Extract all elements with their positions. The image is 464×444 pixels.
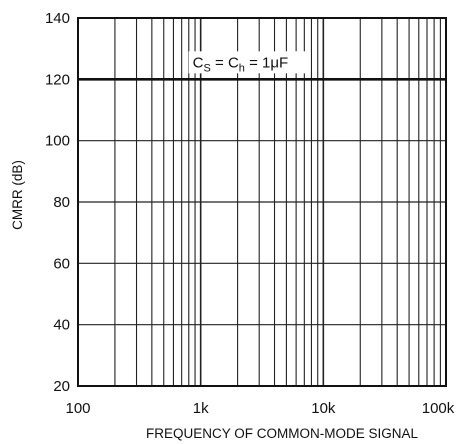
annotation-cs-ch: CS = Ch = 1μF [193, 54, 289, 74]
y-tick-label: 60 [53, 255, 70, 272]
y-tick-label: 100 [45, 133, 70, 150]
x-axis-label: FREQUENCY OF COMMON-MODE SIGNAL [146, 426, 419, 441]
y-tick-label: 20 [53, 378, 70, 395]
annotations: CS = Ch = 1μF [188, 51, 311, 74]
y-tick-label: 80 [53, 194, 70, 211]
annotation-background [188, 51, 311, 74]
x-tick-label: 1k [193, 400, 209, 417]
y-tick-label: 140 [45, 10, 70, 27]
y-tick-label: 120 [45, 71, 70, 88]
tick-labels: 20 40 60 80 100 120 140 100 1k 10k 100k [45, 10, 455, 417]
x-tick-label: 100k [422, 400, 455, 417]
y-tick-label: 40 [53, 317, 70, 334]
plot-frame [77, 17, 447, 387]
x-tick-label: 10k [311, 400, 336, 417]
x-tick-label: 100 [65, 400, 90, 417]
y-axis-label: CMRR (dB) [10, 160, 25, 230]
